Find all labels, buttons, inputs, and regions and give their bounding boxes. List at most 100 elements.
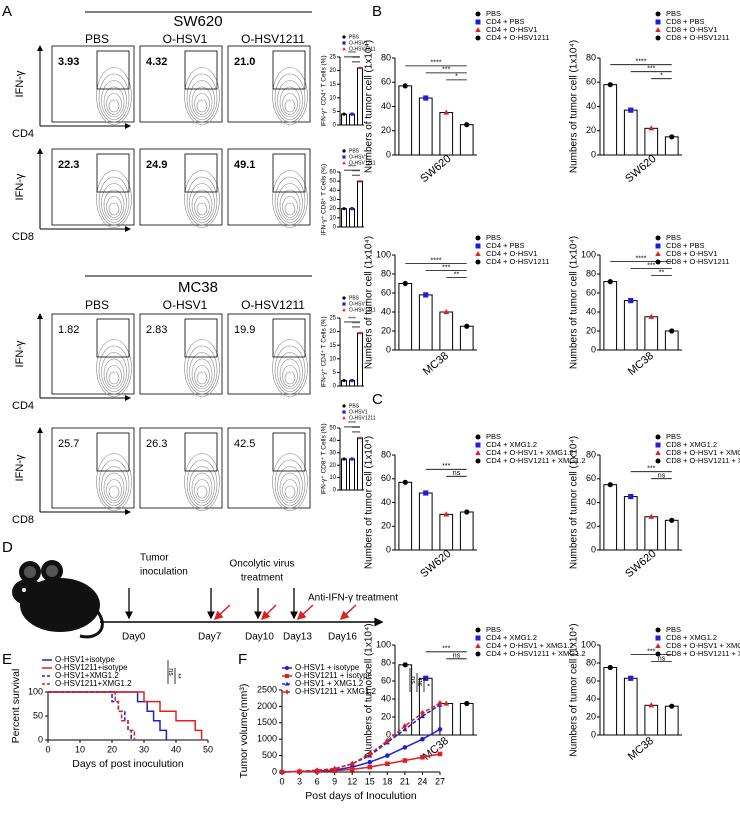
contour	[184, 170, 220, 228]
legend-label: O-HSV1	[349, 40, 368, 46]
legend-label: O-HSV1211+isotype	[55, 663, 128, 672]
x-axis-label: SW620	[623, 548, 658, 580]
legend-label: O-HSV1+isotype	[55, 655, 115, 664]
marker	[358, 65, 362, 70]
sig-label: **	[454, 271, 460, 278]
sig-label: ns	[453, 470, 461, 477]
flow-plot	[227, 427, 311, 509]
y-tick-label: 80	[381, 449, 391, 459]
y-tick-label: 60	[381, 77, 391, 87]
contour	[96, 67, 132, 125]
bar	[603, 84, 618, 156]
marker	[423, 675, 429, 681]
contour	[101, 466, 127, 506]
gate	[96, 50, 130, 90]
x-tick-label: 30	[139, 744, 149, 754]
x-tick-label: 10	[75, 744, 85, 754]
marker	[367, 764, 373, 770]
contour	[284, 371, 296, 385]
marker	[285, 666, 289, 670]
legend-label: CD4 + PBS	[486, 241, 525, 250]
marker	[350, 457, 354, 461]
bar	[439, 513, 454, 551]
bar	[664, 705, 679, 736]
marker	[475, 635, 481, 641]
contour	[274, 345, 306, 395]
marker	[402, 745, 408, 750]
contour	[194, 365, 210, 387]
marker	[475, 434, 481, 440]
y-tick-label: 0	[38, 734, 43, 744]
bar	[664, 136, 679, 156]
marker	[475, 643, 481, 648]
gate	[272, 318, 306, 358]
gate	[184, 432, 218, 472]
marker	[648, 513, 655, 519]
marker	[349, 760, 355, 767]
flow-y-label: IFN-γ	[14, 173, 26, 200]
marker	[342, 47, 346, 51]
contour	[277, 183, 303, 223]
legend-label: O-HSV1	[349, 154, 368, 160]
bar	[349, 208, 355, 228]
y-axis-label: IFN-γ⁺ CD4⁺ T Cells (%)	[321, 316, 328, 387]
sig-label: *	[455, 74, 458, 81]
contour	[189, 466, 215, 506]
legend-label: O-HSV1+XMG1.2	[55, 671, 119, 680]
contour	[196, 99, 208, 113]
contour	[194, 196, 210, 218]
bar	[418, 677, 433, 736]
bar	[644, 127, 659, 156]
flow-y-label: IFN-γ	[14, 70, 26, 97]
day-label: Day0	[122, 632, 146, 643]
sig-label: **	[659, 269, 665, 276]
x-axis-label: SW620	[418, 153, 453, 185]
y-tick-label: 0	[386, 344, 391, 354]
contour	[277, 352, 303, 392]
marker	[437, 700, 443, 707]
y-tick-label: 20	[381, 125, 391, 135]
legend-label: CD4 + O-HSV1	[486, 249, 537, 258]
marker	[655, 251, 661, 256]
marker	[669, 703, 675, 709]
sig-label: ns	[416, 679, 423, 687]
contour	[106, 93, 122, 115]
gate	[272, 432, 306, 472]
marker	[342, 149, 346, 153]
marker	[475, 19, 481, 25]
marker	[475, 450, 481, 455]
marker	[607, 482, 613, 488]
contour	[191, 86, 213, 118]
contour	[98, 176, 130, 226]
event-label: Tumor	[140, 553, 169, 564]
marker	[423, 292, 429, 298]
legend-label: O-HSV1211	[349, 160, 376, 166]
contour	[96, 339, 132, 397]
y-tick-label: 40	[329, 188, 336, 194]
y-tick-label: 0	[386, 544, 391, 554]
contour	[191, 358, 213, 390]
marker	[628, 675, 634, 681]
marker	[655, 450, 661, 455]
y-tick-label: 40	[381, 306, 391, 316]
y-tick-label: 0	[591, 544, 596, 554]
bar	[644, 704, 659, 736]
marker	[342, 41, 346, 45]
marker	[342, 308, 346, 312]
contour	[106, 479, 122, 501]
x-axis-label: Days of post inoculution	[72, 758, 184, 770]
gate-percent: 22.3	[58, 159, 79, 171]
contour	[98, 73, 130, 123]
legend-label: CD4 + XMG1.2	[486, 633, 537, 642]
y-tick-label: 60	[329, 170, 336, 176]
y-tick-label: 20	[586, 711, 596, 721]
y-axis-label: Numbers of tumor cell (1x10⁴)	[569, 436, 580, 569]
event-label: inoculation	[140, 567, 188, 578]
contour	[103, 86, 125, 118]
marker	[443, 511, 450, 517]
contour	[101, 352, 127, 392]
marker	[475, 442, 481, 448]
sig-label: ***	[647, 648, 655, 655]
group-label: PBS	[85, 298, 109, 312]
marker	[475, 458, 481, 464]
